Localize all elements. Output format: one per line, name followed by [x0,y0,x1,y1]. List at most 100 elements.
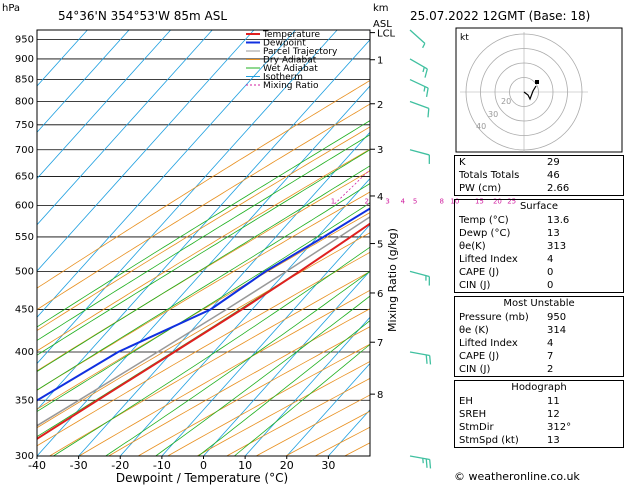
row-value: 13.6 [547,214,619,227]
height-tick-label: 6 [377,289,383,300]
wind-barb-flag [427,88,429,97]
wind-barb-flag [423,67,424,72]
row-label: Pressure (mb) [459,311,547,324]
hodograph-ring-label: 20 [501,97,511,106]
table-row: StmSpd (kt)13 [455,434,623,447]
row-value: 0 [547,266,619,279]
pressure-tick-label: 500 [15,266,34,277]
wind-barbs [410,30,430,468]
pressure-tick-label: 700 [15,145,34,156]
table-row: θe (K)314 [455,324,623,337]
mixing-ratio-label: 4 [401,197,406,205]
row-value: 950 [547,311,619,324]
plot-frame [37,30,370,456]
row-label: θe (K) [459,324,547,337]
row-label: θe(K) [459,240,547,253]
height-tick-label: 5 [377,240,383,251]
x-tick-label: 30 [321,459,335,472]
row-value: 13 [547,227,619,240]
pressure-tick-label: 850 [15,75,34,86]
mixing-ratio-axis-title: Mixing Ratio (g/kg) [386,228,399,332]
row-value: 11 [547,395,619,408]
row-value: 29 [547,156,619,169]
table-row: PW (cm)2.66 [455,182,623,195]
height-tick-label: 1 [377,56,383,67]
row-value: 314 [547,324,619,337]
row-value: 46 [547,169,619,182]
wind-barb-staff [410,150,429,155]
hodograph-ring-label: 40 [476,122,486,131]
row-label: Lifted Index [459,337,547,350]
isotherm-line [0,30,87,456]
pressure-axis: 3003504004505005506006507007508008509009… [15,34,34,462]
surface-title: Surface [455,200,623,214]
height-tick-label: 3 [377,145,383,156]
wind-barb-flag [424,87,425,92]
row-label: Dewp (°C) [459,227,547,240]
mixing-ratio-label: 3 [385,197,389,205]
datetime-title: 25.07.2022 12GMT (Base: 18) [410,9,590,23]
row-label: Totals Totals [459,169,547,182]
mixing-ratio-label: 2 [364,197,368,205]
table-row: CAPE (J)7 [455,350,623,363]
hodograph-kt-label: kt [460,33,469,43]
table-row: Temp (°C)13.6 [455,214,623,227]
row-value: 13 [547,434,619,447]
row-value: 313 [547,240,619,253]
wind-barb-flag [430,355,431,364]
location-title: 54°36'N 354°53'W 85m ASL [58,9,227,23]
wind-barb-flag [426,459,427,468]
pressure-tick-label: 900 [15,54,34,65]
row-value: 7 [547,350,619,363]
row-value: 2.66 [547,182,619,195]
wind-barb-staff [410,30,425,43]
mixing-ratio-label: 8 [440,197,444,205]
x-tick-label: -40 [28,459,46,472]
pressure-tick-label: 400 [15,347,34,358]
hodograph-ring-label: 30 [488,110,498,119]
wet-adiabat [0,30,518,456]
table-row: Pressure (mb)950 [455,311,623,324]
wind-barb-flag [423,43,425,47]
isotherm-line [0,30,212,456]
row-label: SREH [459,408,547,421]
hodograph-title: Hodograph [455,381,623,395]
pressure-tick-label: 550 [15,232,34,243]
row-label: CAPE (J) [459,266,547,279]
row-label: CAPE (J) [459,350,547,363]
legend-entry: Mixing Ratio [263,81,319,91]
row-label: CIN (J) [459,279,547,292]
row-label: PW (cm) [459,182,547,195]
pressure-tick-label: 650 [15,172,34,183]
row-label: StmSpd (kt) [459,434,547,447]
most-unstable-title: Most Unstable [455,297,623,311]
table-row: CAPE (J)0 [455,266,623,279]
wind-barb-staff [410,101,429,108]
row-value: 12 [547,408,619,421]
table-row: θe(K)313 [455,240,623,253]
table-row: Dewp (°C)13 [455,227,623,240]
row-value: 4 [547,253,619,266]
row-label: Temp (°C) [459,214,547,227]
row-value: 4 [547,337,619,350]
row-value: 0 [547,279,619,292]
height-tick-label: 8 [377,390,383,401]
hpa-label: hPa [2,3,20,14]
table-row: CIN (J)2 [455,363,623,376]
wind-barb-flag [425,69,427,78]
table-row: CIN (J)0 [455,279,623,292]
pressure-tick-label: 950 [15,34,34,45]
pressure-tick-label: 750 [15,120,34,131]
